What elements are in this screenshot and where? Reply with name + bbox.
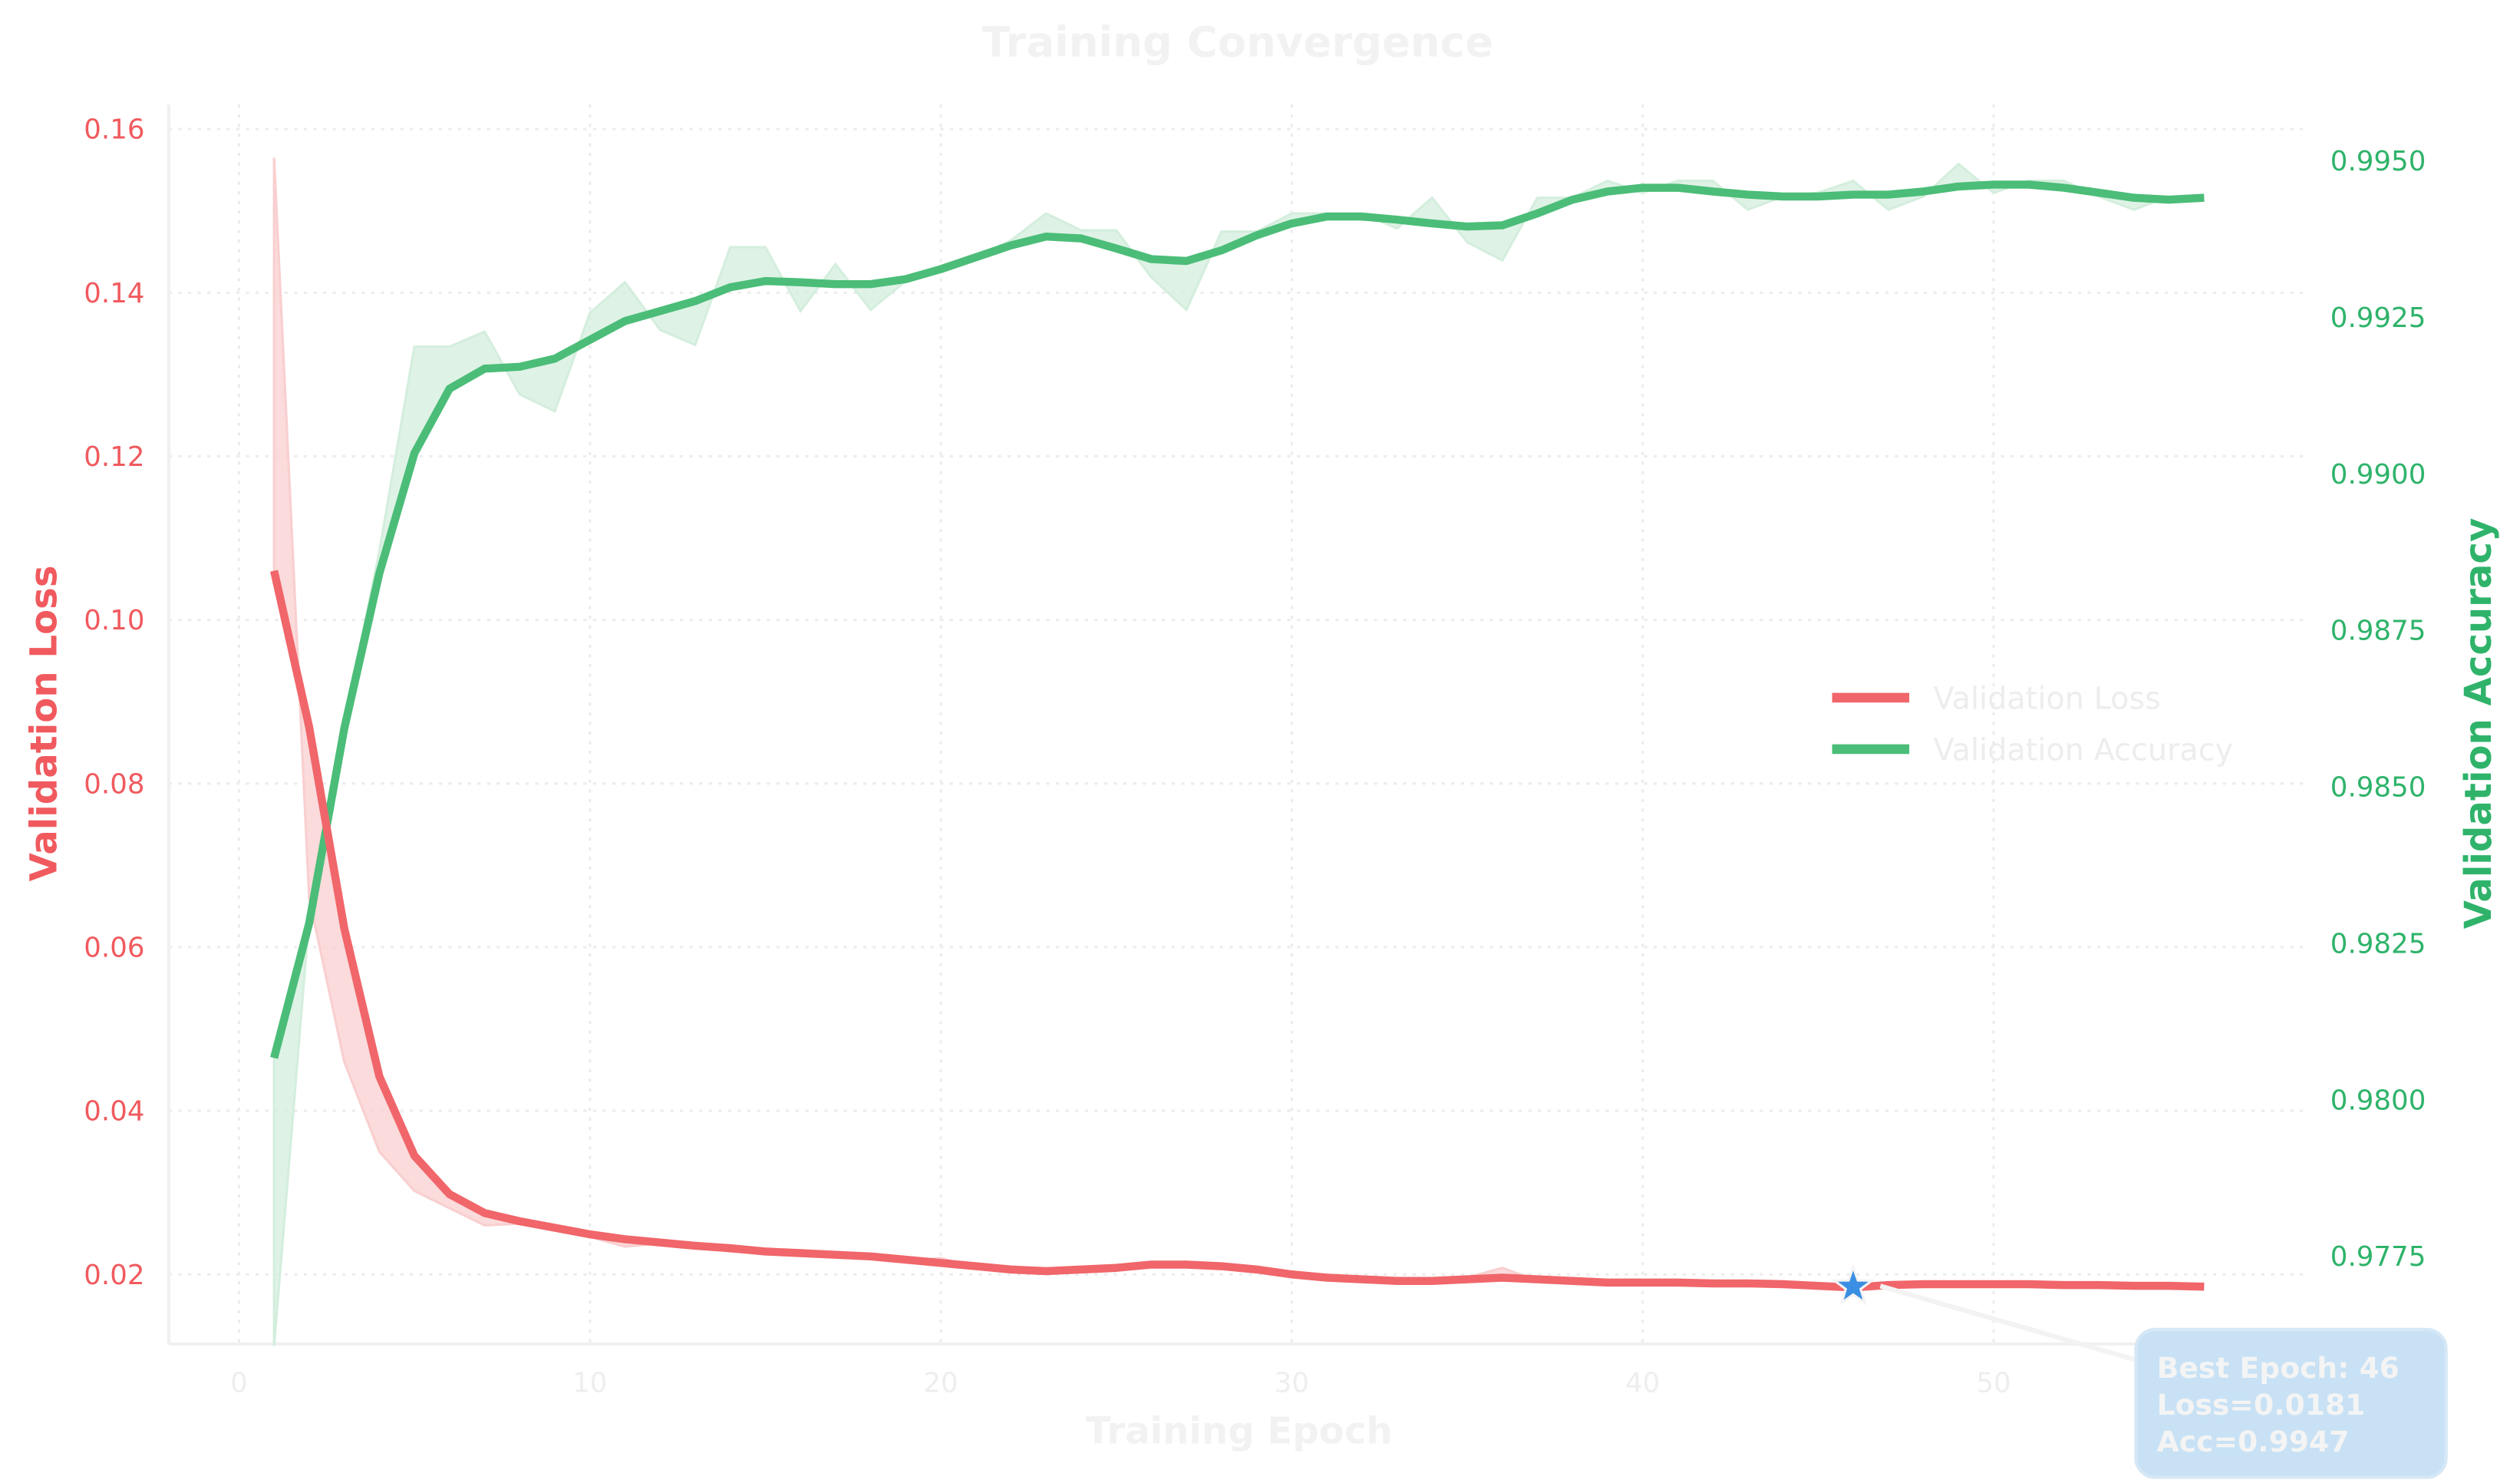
right-y-tick-label: 0.9925 [2330, 302, 2426, 334]
annotation-box [2134, 1327, 2448, 1479]
loss-variance-band [272, 157, 2205, 1292]
legend: Validation Loss Validation Accuracy [1832, 682, 2234, 768]
x-tick-label: 40 [1625, 1368, 1660, 1399]
left-y-tick-label: 0.12 [84, 441, 144, 473]
annotation-line-2: Loss=0.0181 [2157, 1388, 2366, 1422]
left-y-tick-label: 0.02 [84, 1260, 144, 1291]
legend-label-accuracy: Validation Accuracy [1934, 733, 2234, 768]
left-y-tick-label: 0.04 [84, 1096, 144, 1128]
right-y-tick-label: 0.9900 [2330, 459, 2426, 490]
annotation-line-1: Best Epoch: 46 [2157, 1351, 2400, 1385]
x-tick-label: 10 [572, 1368, 607, 1399]
left-y-tick-label: 0.10 [84, 605, 144, 636]
accuracy-variance-band [272, 162, 2205, 1346]
loss-line [270, 570, 2205, 1292]
accuracy-line [270, 180, 2205, 1059]
left-y-tick-label: 0.16 [84, 114, 144, 146]
annotation-line-3: Acc=0.9947 [2157, 1425, 2350, 1458]
chart-title: Training Convergence [981, 17, 1493, 66]
best-epoch-star-icon [1830, 1263, 1876, 1306]
left-axis-title: Validation Loss [22, 566, 65, 882]
right-y-tick-label: 0.9775 [2330, 1241, 2426, 1273]
right-y-tick-label: 0.9825 [2330, 928, 2426, 959]
legend-label-loss: Validation Loss [1934, 682, 2161, 717]
right-y-tick-label: 0.9850 [2330, 772, 2426, 804]
grid [168, 104, 2310, 1344]
x-tick-label: 20 [923, 1368, 958, 1399]
right-axis-title: Validation Accuracy [2457, 518, 2500, 930]
x-tick-label: 30 [1275, 1368, 1309, 1399]
left-y-tick-label: 0.14 [84, 278, 144, 309]
left-y-tick-label: 0.06 [84, 932, 144, 963]
x-tick-label: 0 [230, 1368, 248, 1399]
ticks: 0 10 20 30 40 50 0.02 0.04 0.06 0.08 0.10 0.12 0.14 0… [84, 114, 2426, 1399]
right-y-tick-label: 0.9800 [2330, 1085, 2426, 1116]
right-y-tick-label: 0.9875 [2330, 616, 2426, 647]
x-tick-label: 50 [1976, 1368, 2010, 1399]
right-y-tick-label: 0.9950 [2330, 146, 2426, 177]
annotation-arrow [1879, 1283, 2171, 1372]
best-epoch-annotation: Best Epoch: 46 Loss=0.0181 Acc=0.9947 [1879, 1283, 2448, 1479]
left-y-tick-label: 0.08 [84, 768, 144, 800]
lines [270, 180, 2205, 1306]
bands [272, 157, 2205, 1346]
x-axis-title: Training Epoch [1086, 1410, 1393, 1453]
